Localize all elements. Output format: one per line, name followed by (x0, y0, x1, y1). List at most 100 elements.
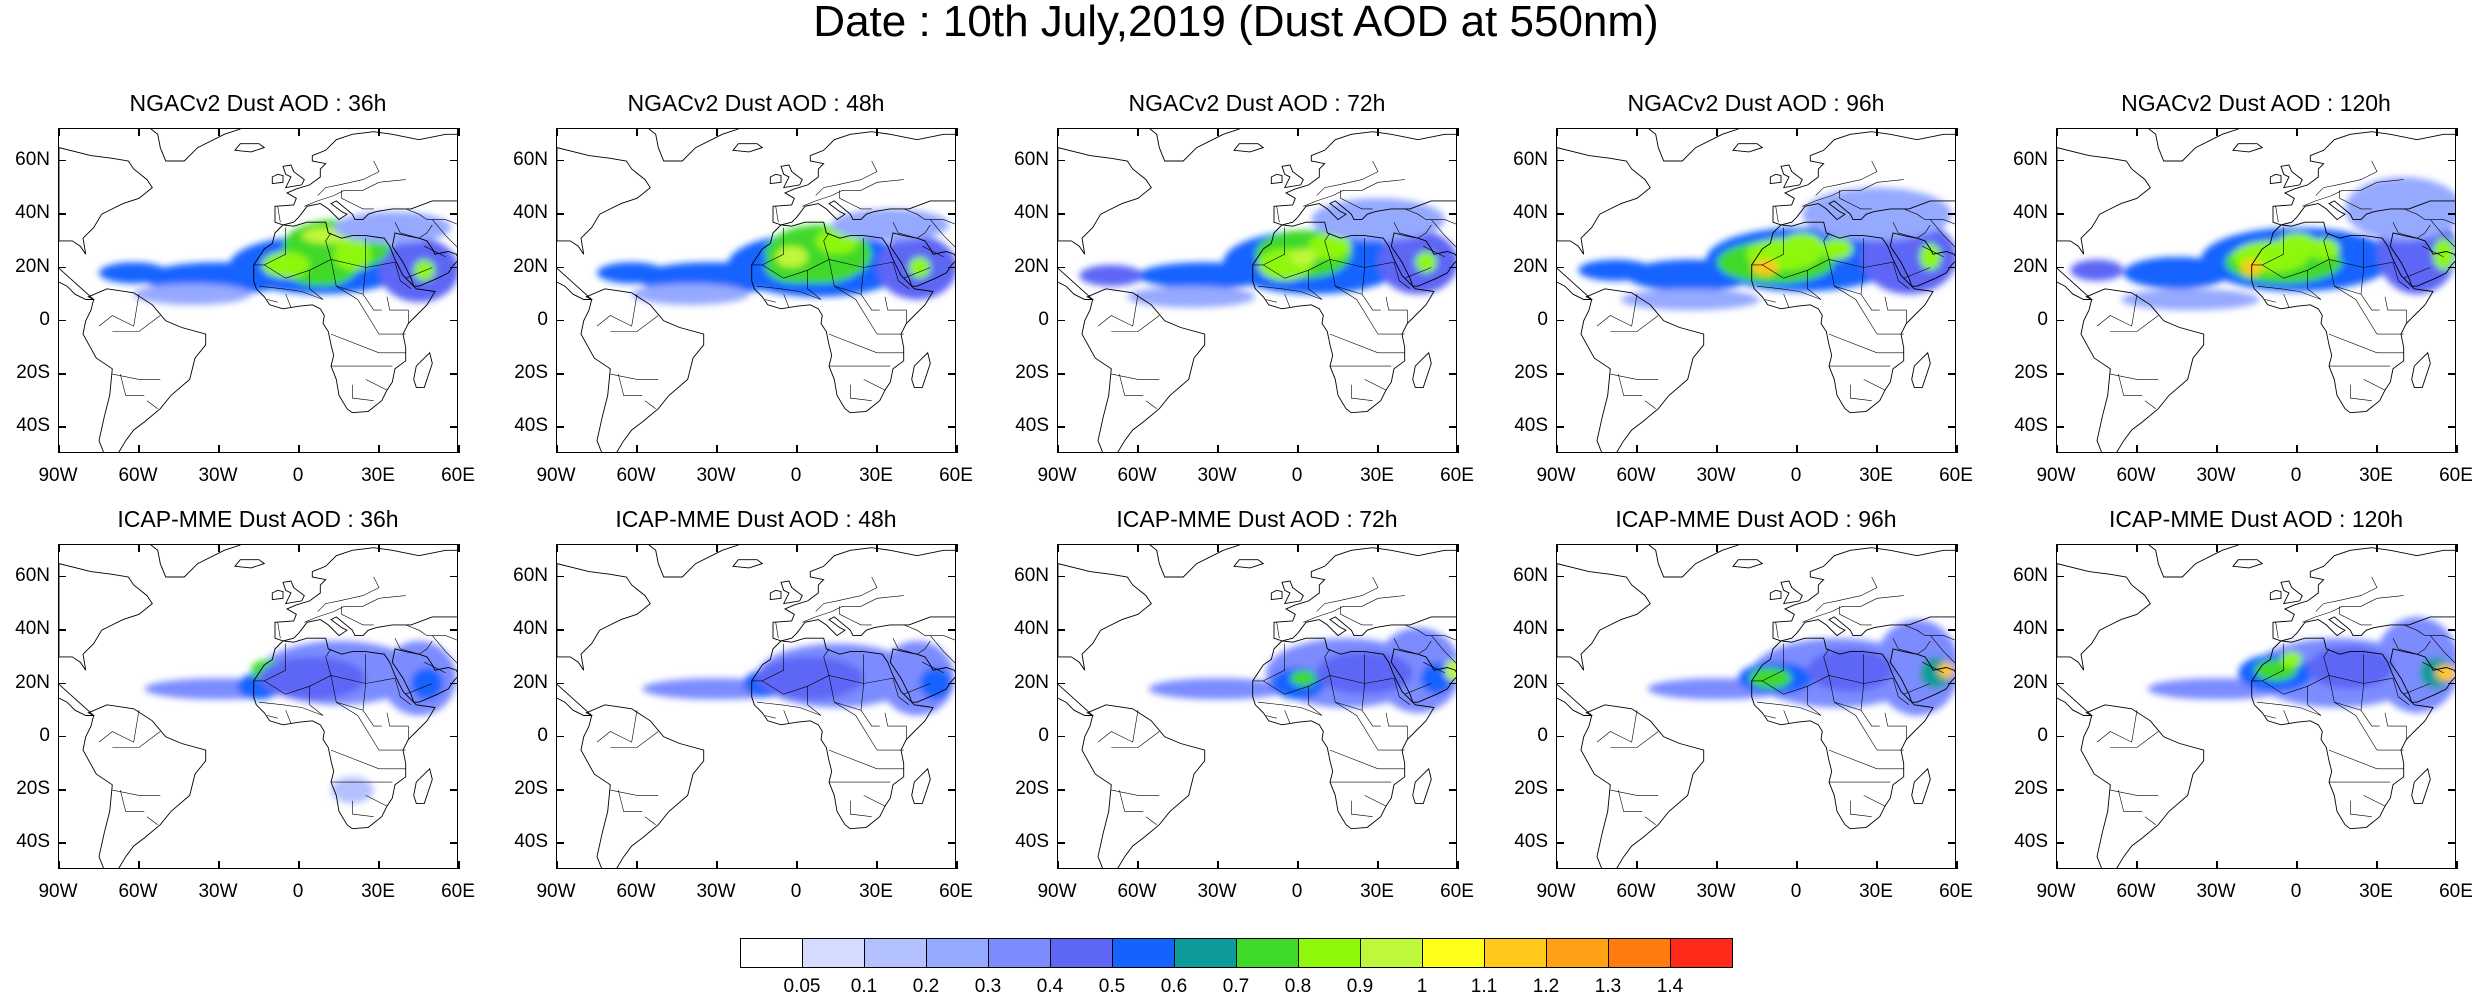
lon-tick-label: 30W (696, 881, 736, 902)
lon-tick-label: 0 (1790, 881, 1802, 902)
lat-tick (1449, 789, 1457, 791)
country-border (2315, 160, 2378, 196)
country-border (922, 245, 944, 258)
country-border (1815, 160, 1878, 196)
lat-tick (556, 213, 564, 215)
country-border (1335, 701, 1379, 751)
lat-tick-label: 40S (16, 415, 50, 437)
country-border (1308, 270, 1323, 300)
coastline-ireland (2269, 173, 2282, 185)
lon-tick (378, 861, 380, 869)
lon-tick-label: 0 (790, 881, 802, 902)
lon-tick (1297, 544, 1299, 552)
country-border (802, 595, 904, 623)
lon-tick (218, 445, 220, 453)
lon-tick-label: 30W (696, 465, 736, 486)
country-border (258, 701, 324, 716)
country-border (1393, 222, 1432, 239)
dust-region (757, 656, 864, 700)
lat-tick (556, 682, 564, 685)
country-border (264, 227, 286, 266)
lon-tick (1297, 861, 1299, 869)
lon-tick (1297, 445, 1299, 453)
dust-region (1781, 232, 1824, 260)
panel-title: ICAP-MME Dust AOD : 36h (117, 506, 399, 532)
colorbar-swatch (864, 938, 927, 968)
coastline-africa (751, 637, 934, 830)
country-border (330, 675, 382, 727)
lat-tick (948, 373, 956, 375)
lon-tick (1716, 445, 1718, 453)
lon-tick (1636, 861, 1638, 869)
country-border (863, 795, 886, 807)
coastline-africa (2251, 221, 2434, 414)
lat-tick (2056, 213, 2064, 215)
coastline-north-america (1557, 563, 1651, 671)
country-border (258, 285, 324, 300)
country-border (365, 379, 388, 391)
lon-tick-label: 60E (441, 465, 475, 486)
lon-tick-label: 30W (198, 881, 238, 902)
coastline-north-america (557, 147, 651, 255)
lat-tick-label: 40N (1513, 202, 1548, 224)
colorbar-swatch (926, 938, 989, 968)
country-border (336, 285, 380, 335)
lon-tick (1057, 544, 1059, 552)
lon-tick (2056, 128, 2058, 136)
country-border (365, 795, 388, 807)
country-border (1423, 661, 1445, 674)
lat-tick-label: 20N (1014, 671, 1049, 693)
country-border (1756, 701, 1822, 716)
lat-tick (1057, 575, 1065, 578)
lat-tick (58, 629, 66, 631)
lat-tick-label: 20S (514, 778, 548, 800)
lon-tick-label: 0 (790, 465, 802, 486)
country-border (892, 638, 931, 655)
dust-region (909, 256, 931, 279)
coastline-madagascar (1412, 767, 1432, 804)
country-border (2403, 624, 2455, 641)
lat-tick (1057, 682, 1065, 685)
lon-tick (2376, 128, 2378, 136)
country-border (1340, 606, 1373, 626)
country-border (2334, 285, 2378, 335)
country-border (1884, 296, 1907, 324)
dust-region (2307, 238, 2340, 260)
country-border (1257, 701, 1323, 716)
colorbar-label: 0.7 (1222, 976, 1250, 997)
lon-tick-label: 90W (1536, 881, 1576, 902)
lon-tick (458, 445, 460, 453)
lat-tick (1057, 319, 1065, 322)
country-border (783, 294, 790, 308)
lat-tick (1556, 842, 1564, 844)
colorbar-swatch (1422, 938, 1485, 968)
coastline-ireland (769, 589, 782, 601)
lat-tick (2056, 842, 2064, 844)
country-border (309, 686, 324, 716)
dust-field (1647, 619, 1955, 716)
coastline-ireland (769, 173, 782, 185)
lat-tick (1948, 842, 1956, 844)
colorbar-label: 0.3 (974, 976, 1002, 997)
country-border (112, 789, 161, 796)
lon-tick (1556, 544, 1558, 552)
country-border (266, 299, 278, 303)
coastline-madagascar (911, 767, 931, 804)
coastline-north-america (557, 563, 651, 671)
country-border (277, 206, 281, 223)
dust-field (2147, 616, 2455, 713)
dust-region (133, 283, 251, 305)
lat-tick (58, 682, 66, 685)
lat-tick-label: 60N (513, 564, 548, 586)
country-border (2349, 384, 2372, 401)
map-frame (1057, 128, 1457, 453)
colorbar: 0.05 0.1 0.2 0.3 0.4 0.5 0.6 0.7 0.8 0.9 1 1.1 1.2 1.… (740, 938, 1733, 997)
country-border (2118, 790, 2143, 812)
lat-tick (1948, 575, 1956, 578)
lon-tick-label: 0 (1291, 465, 1303, 486)
lon-tick (1457, 128, 1459, 136)
country-border (2264, 299, 2276, 303)
coastline-britain (282, 164, 305, 189)
lat-tick-label: 40S (1015, 415, 1049, 437)
dust-field (1578, 187, 1955, 311)
